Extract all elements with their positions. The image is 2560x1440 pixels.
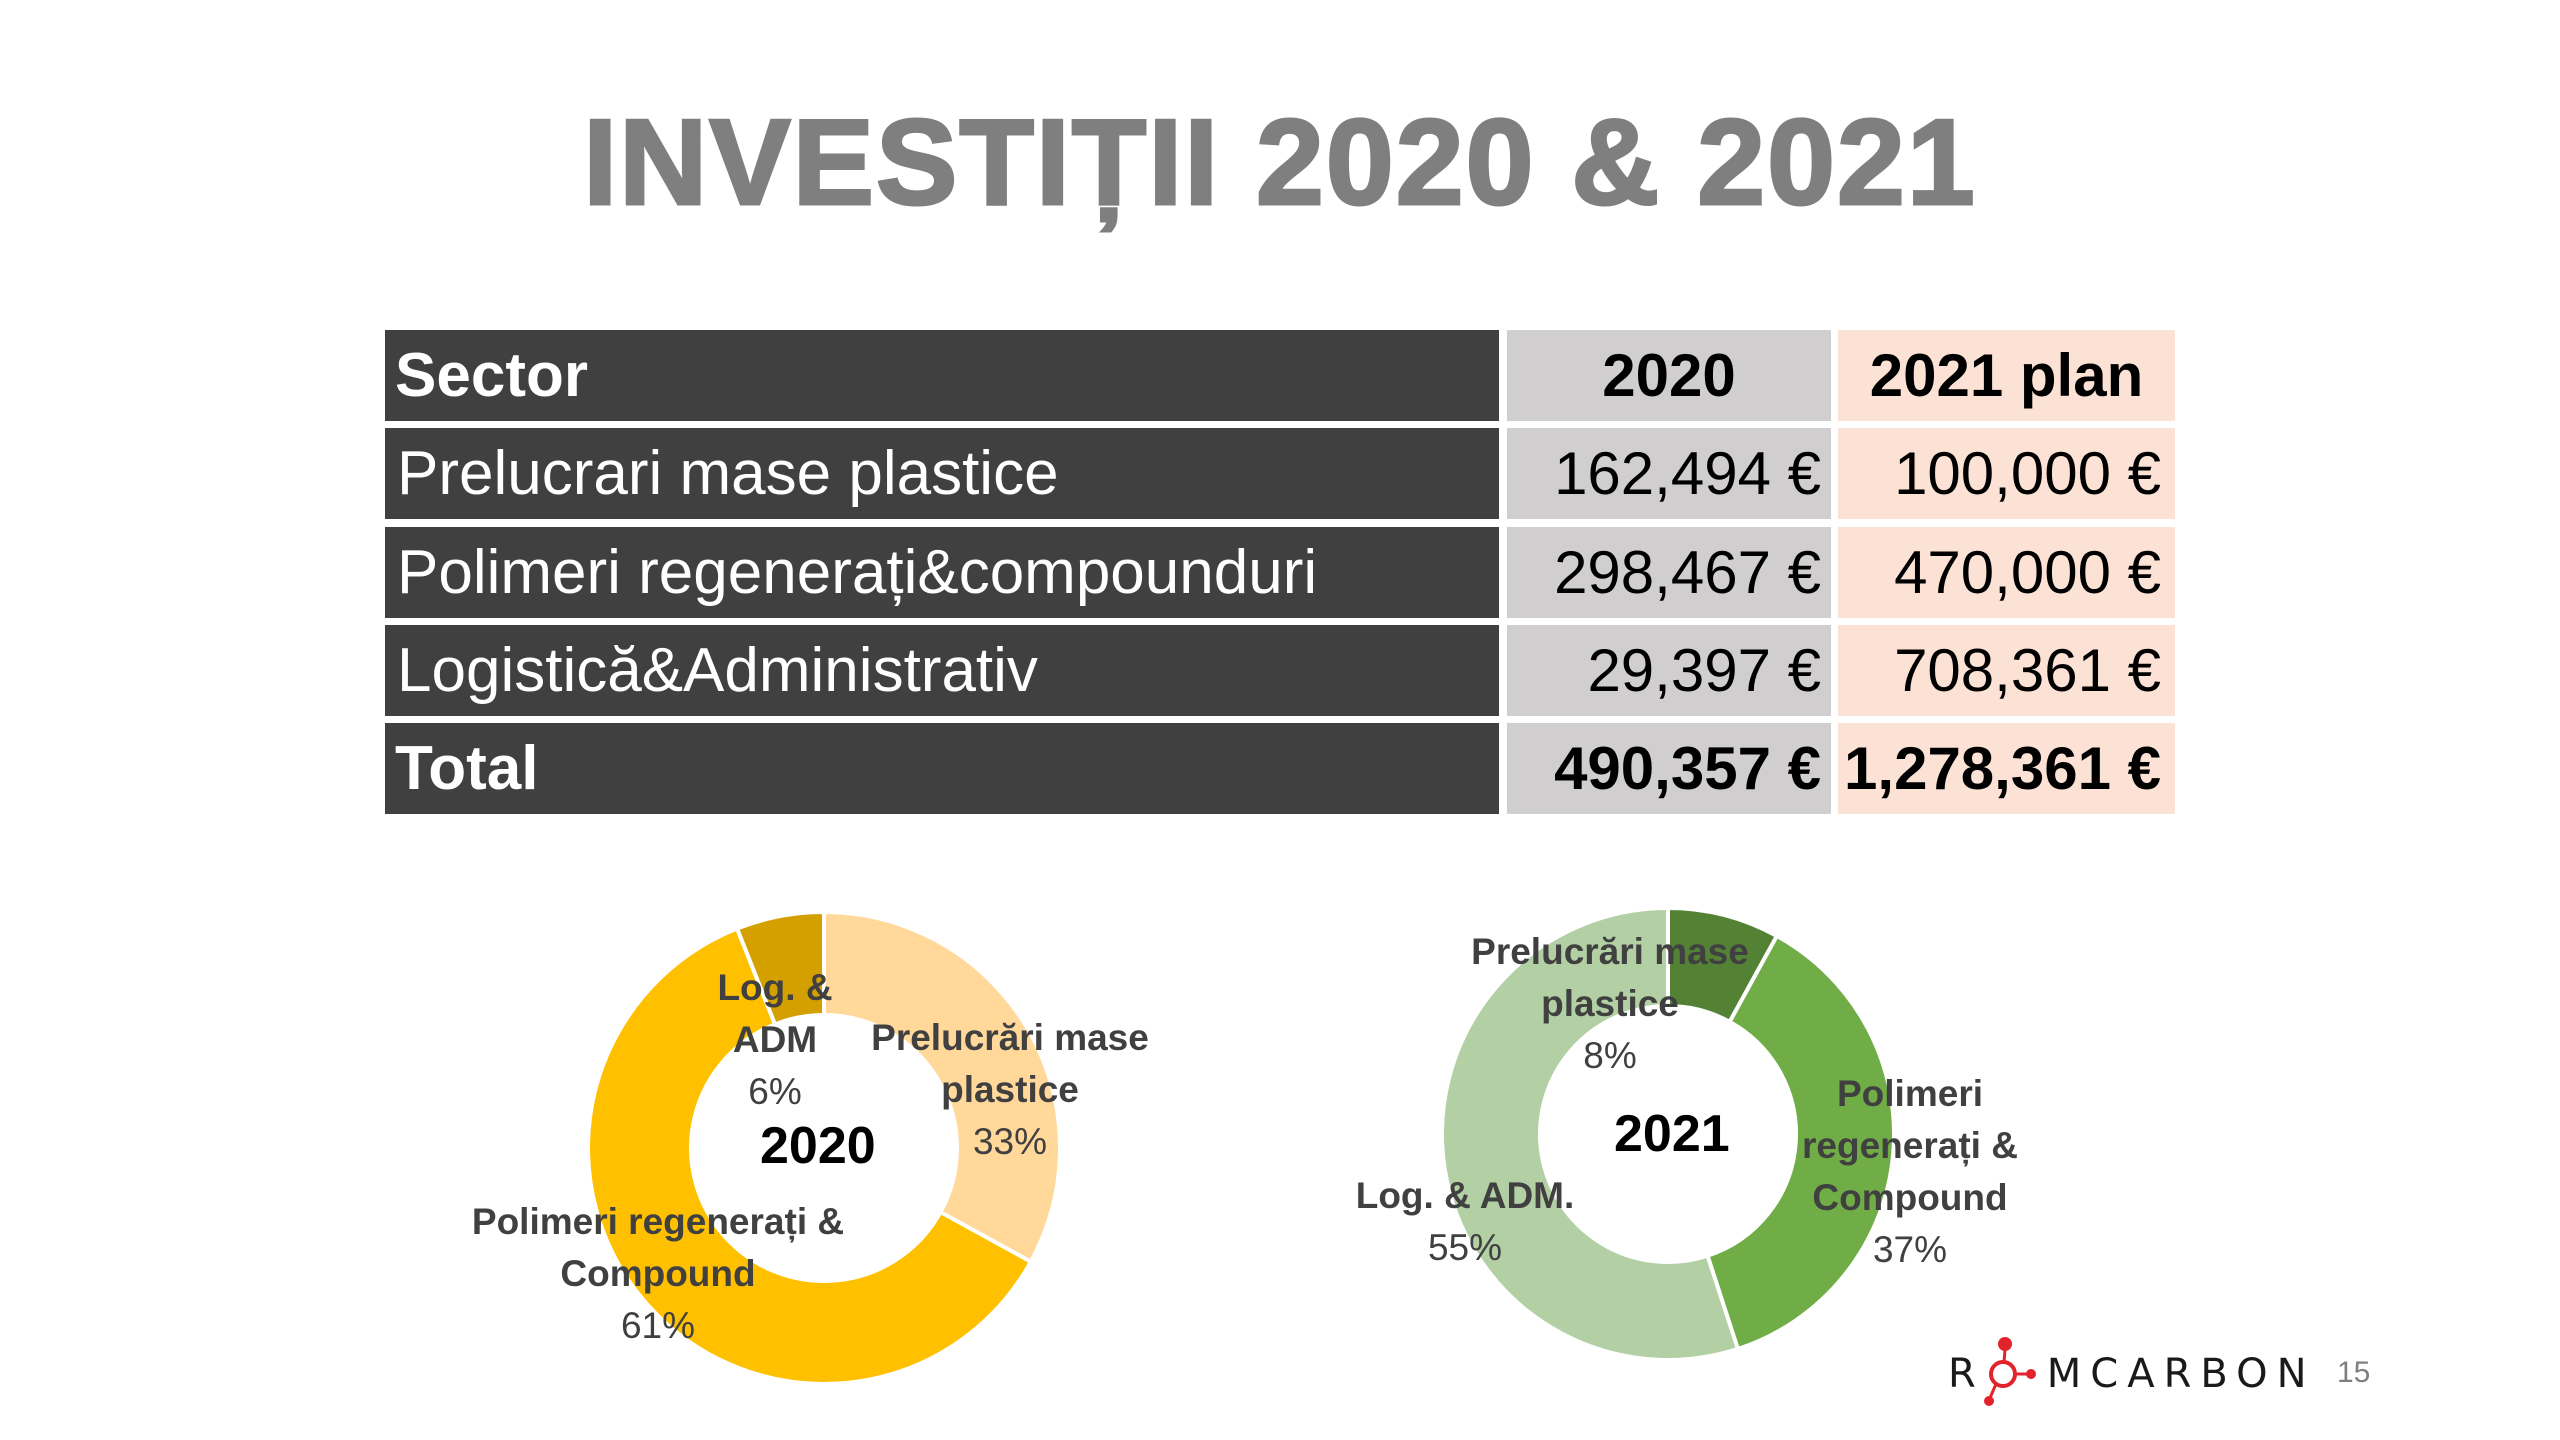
logo-text-right: MCARBON: [2046, 1351, 2316, 1397]
row-sector: Logistică&Administrativ: [385, 625, 1499, 716]
row-2021-value: 470,000 €: [1838, 527, 2175, 618]
label-line: Polimeri: [1837, 1073, 1983, 1114]
row-2021-value: 708,361 €: [1838, 625, 2175, 716]
donut-2021-center-label: 2021: [1614, 1105, 1730, 1163]
table-row: Logistică&Administrativ 29,397 € 708,361…: [385, 625, 2175, 716]
label-line: Polimeri regenerați &: [471, 1201, 845, 1242]
donut-segment: [1705, 933, 1896, 1352]
row-2020-value: 298,467 €: [1507, 527, 1831, 618]
label-pct: 6%: [748, 1071, 802, 1112]
donut-2021-label-polimeri: Polimeri regenerați & Compound 37%: [1790, 1068, 2030, 1276]
donut-segment: [1440, 905, 1741, 1362]
label-line: Prelucrări mase: [871, 1017, 1149, 1058]
label-pct: 37%: [1872, 1229, 1948, 1270]
label-line: Compound: [560, 1253, 756, 1294]
molecule-o-icon: [1983, 1337, 2036, 1406]
header-sector: Sector: [385, 330, 1499, 421]
row-sector: Polimeri regenerați&compounduri: [385, 527, 1499, 618]
donut-2020-label-log-adm: Log. & ADM 6%: [680, 962, 870, 1118]
label-line: ADM: [732, 1019, 818, 1060]
total-label: Total: [385, 723, 1499, 814]
label-line: Compound: [1812, 1177, 2008, 1218]
header-2021-plan: 2021 plan: [1838, 330, 2175, 421]
label-pct: 61%: [620, 1305, 696, 1346]
label-pct: 33%: [972, 1121, 1048, 1162]
donut-segment: [586, 925, 1034, 1386]
label-line: Log. & ADM.: [1355, 1175, 1575, 1216]
header-2020: 2020: [1507, 330, 1831, 421]
donut-2020-label-polimeri: Polimeri regenerați & Compound 61%: [448, 1196, 868, 1352]
label-line: plastice: [1541, 983, 1679, 1024]
donut-2020-label-prelucrari: Prelucrări mase plastice 33%: [860, 1012, 1160, 1168]
label-line: Prelucrări mase: [1471, 931, 1749, 972]
row-sector: Prelucrari mase plastice: [385, 428, 1499, 519]
table-row: Polimeri regenerați&compounduri 298,467 …: [385, 527, 2175, 618]
table-total-row: Total 490,357 € 1,278,361 €: [385, 723, 2175, 814]
slide-title: INVESTIȚII 2020 & 2021: [582, 93, 1977, 232]
table-header-row: Sector 2020 2021 plan: [385, 330, 2175, 421]
table-row: Prelucrari mase plastice 162,494 € 100,0…: [385, 428, 2175, 519]
label-pct: 55%: [1427, 1227, 1503, 1268]
row-2020-value: 29,397 €: [1507, 625, 1831, 716]
label-line: regenerați &: [1802, 1125, 2018, 1166]
page-number: 15: [2337, 1356, 2371, 1389]
donut-segment: [822, 909, 1062, 1265]
row-2021-value: 100,000 €: [1838, 428, 2175, 519]
total-2021-value: 1,278,361 €: [1838, 723, 2175, 814]
donut-2020-center-label: 2020: [760, 1117, 876, 1175]
total-2020-value: 490,357 €: [1507, 723, 1831, 814]
label-line: Log. &: [717, 967, 833, 1008]
donut-2021-label-prelucrari: Prelucrări mase plastice 8%: [1460, 926, 1760, 1082]
row-2020-value: 162,494 €: [1507, 428, 1831, 519]
label-pct: 8%: [1583, 1035, 1637, 1076]
label-line: plastice: [941, 1069, 1079, 1110]
donut-2021-label-log-adm: Log. & ADM. 55%: [1340, 1170, 1590, 1274]
logo-text-left: R: [1948, 1351, 1985, 1397]
romcarbon-logo: R MCARBON: [1948, 1337, 2316, 1406]
donut-segment: [734, 909, 826, 1027]
